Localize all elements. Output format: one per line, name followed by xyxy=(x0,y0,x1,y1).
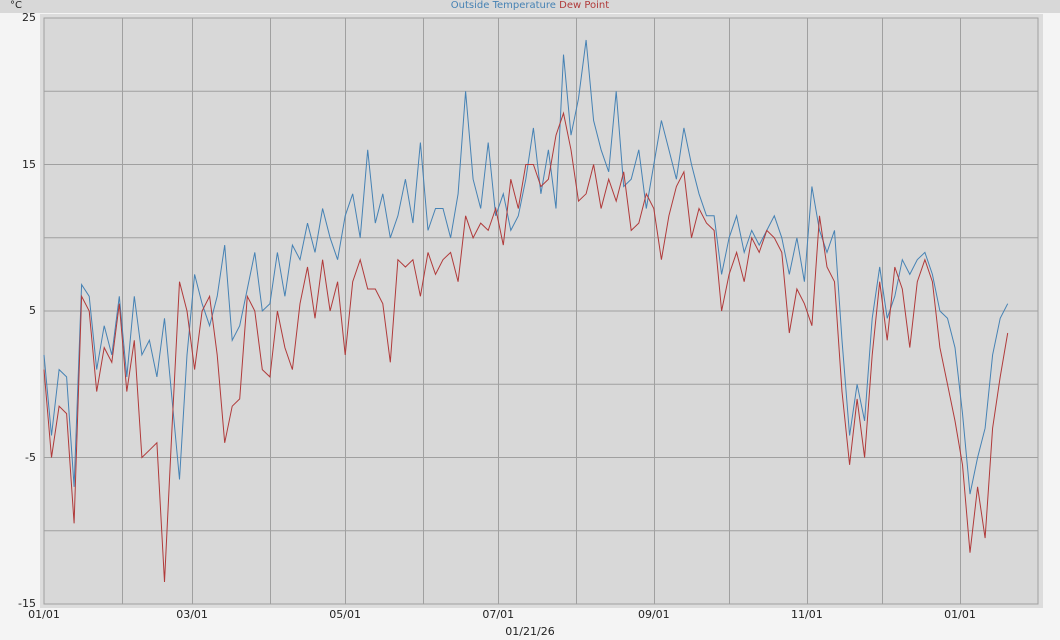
x-tick-label: 01/01 xyxy=(944,608,976,621)
chart-header-bar: °C Outside Temperature Dew Point xyxy=(0,0,1060,13)
outside-temperature-line xyxy=(43,39,1009,495)
y-tick-label: -5 xyxy=(25,450,36,464)
gridlines xyxy=(44,17,1038,605)
legend-outside-temperature: Outside Temperature xyxy=(450,0,556,11)
legend-dew-point: Dew Point xyxy=(559,0,610,11)
x-tick-label: 03/01 xyxy=(176,608,208,621)
y-tick-label: -15 xyxy=(18,597,36,610)
dew-point-line xyxy=(43,111,1009,583)
y-tick-label: 5 xyxy=(29,304,36,317)
y-tick-label: 15 xyxy=(22,157,36,171)
y-axis-unit-label: °C xyxy=(10,0,22,11)
x-tick-label: 07/01 xyxy=(482,608,515,621)
chart-legend: Outside Temperature Dew Point xyxy=(0,0,1060,12)
x-tick-label: 05/01 xyxy=(329,608,361,621)
y-tick-label: 25 xyxy=(22,11,36,24)
x-tick-label: 11/01 xyxy=(791,608,823,621)
current-date-label: 01/21/26 xyxy=(505,625,555,638)
x-tick-label: 09/01 xyxy=(637,608,670,621)
x-tick-label: 01/01 xyxy=(28,608,60,621)
